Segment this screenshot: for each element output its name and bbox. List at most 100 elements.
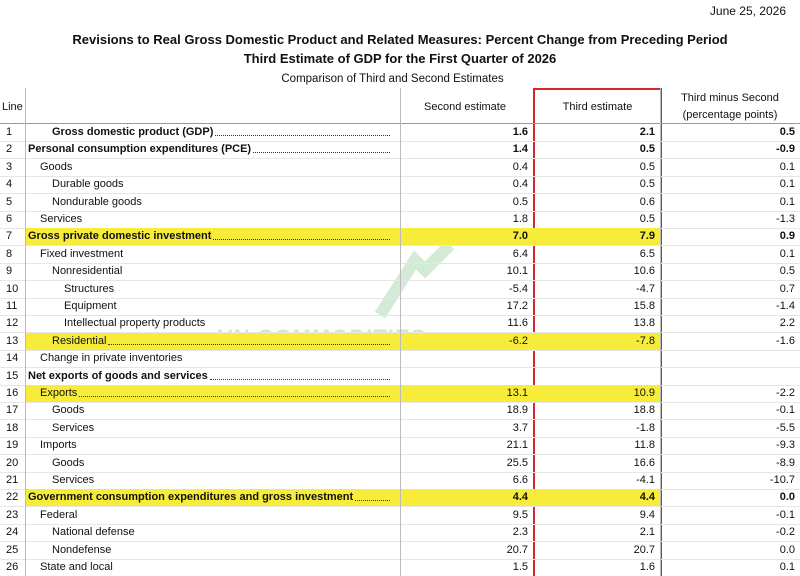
- row-label-text: Services: [52, 421, 95, 434]
- row-label: Services: [40, 211, 396, 228]
- difference: -5.5: [776, 421, 795, 434]
- line-number: 11: [6, 300, 18, 312]
- line-number: 20: [6, 456, 19, 469]
- row-label: Equipment: [64, 298, 396, 315]
- difference: 0.1: [779, 247, 795, 260]
- second-estimate: 1.8: [512, 213, 528, 225]
- row-label-text: Goods: [52, 456, 85, 469]
- watermark-logo: [374, 240, 455, 319]
- line-number: 6: [6, 213, 13, 225]
- difference: 0.1: [779, 160, 795, 173]
- leader-dots: [253, 141, 390, 154]
- second-estimate: 7.0: [512, 230, 528, 243]
- row-label-text: Net exports of goods and services: [28, 369, 208, 382]
- line-number: 13: [6, 334, 19, 347]
- second-estimate: 9.5: [512, 508, 528, 521]
- row-label-text: Change in private inventories: [40, 352, 183, 365]
- row-label: Intellectual property products: [64, 315, 396, 332]
- leader-dots: [79, 385, 390, 397]
- row-label: State and local: [40, 559, 396, 576]
- third-estimate: 0.5: [639, 160, 655, 173]
- third-estimate: 13.8: [633, 317, 655, 330]
- row-highlight: [25, 228, 660, 246]
- third-estimate: 20.7: [633, 543, 655, 556]
- second-estimate: 11.6: [507, 317, 528, 330]
- second-estimate: 17.2: [506, 300, 528, 312]
- third-estimate: 18.8: [633, 404, 655, 417]
- difference: -8.9: [776, 456, 795, 469]
- third-estimate: 0.5: [639, 213, 655, 225]
- column-rule: [660, 88, 661, 576]
- row-label: Services: [52, 472, 396, 489]
- line-number: 3: [6, 160, 13, 173]
- row-label-text: State and local: [40, 561, 113, 573]
- row-label-text: Nondefense: [52, 543, 112, 556]
- third-estimate-frame: [533, 88, 662, 576]
- difference: -10.7: [769, 474, 795, 486]
- column-header: (percentage points): [682, 109, 778, 121]
- column-rule: [400, 88, 401, 576]
- row-label: Residential: [52, 333, 396, 350]
- line-number: 14: [6, 352, 19, 365]
- date: June 25, 2026: [709, 4, 786, 18]
- second-estimate: 25.5: [506, 456, 528, 469]
- difference: -9.3: [776, 439, 795, 452]
- line-number: 1: [6, 126, 13, 138]
- row-label-text: Fixed investment: [40, 247, 124, 260]
- third-estimate: 15.8: [633, 300, 655, 312]
- row-label-text: Nondurable goods: [52, 195, 142, 208]
- column-rule: [25, 88, 26, 576]
- difference: 0.1: [779, 178, 795, 191]
- third-estimate: -4.1: [636, 474, 655, 486]
- second-estimate: 4.4: [512, 491, 528, 504]
- second-estimate: 1.5: [512, 561, 528, 573]
- second-estimate: 3.7: [512, 421, 528, 434]
- third-estimate: 0.6: [639, 195, 655, 208]
- third-estimate: -7.8: [636, 334, 655, 347]
- leader-dots: [215, 124, 390, 136]
- line-number: 12: [6, 317, 19, 330]
- difference: 0.5: [779, 126, 795, 138]
- line-number: 26: [6, 561, 19, 573]
- second-estimate: -6.2: [509, 334, 528, 347]
- row-label: Nondurable goods: [52, 194, 396, 211]
- row-highlight: [25, 489, 660, 507]
- row-label-text: Personal consumption expenditures (PCE): [28, 143, 252, 156]
- line-number: 18: [6, 421, 19, 434]
- third-estimate: 0.5: [639, 143, 655, 156]
- line-number: 5: [6, 195, 13, 208]
- row-label: Exports: [40, 385, 396, 402]
- third-estimate: 6.5: [639, 247, 655, 260]
- row-label: Change in private inventories: [40, 350, 396, 367]
- line-number: 17: [6, 404, 19, 417]
- third-estimate: 10.6: [633, 265, 655, 278]
- second-estimate: 6.4: [512, 247, 528, 260]
- title: Third Estimate of GDP for the First Quar…: [243, 51, 557, 66]
- row-label-text: Services: [40, 213, 83, 225]
- difference: -0.1: [776, 508, 795, 521]
- second-estimate: 10.1: [506, 265, 528, 278]
- line-number: 16: [6, 387, 19, 399]
- row-label-text: Equipment: [64, 300, 117, 312]
- row-label-text: Nonresidential: [52, 265, 123, 278]
- line-number: 7: [6, 230, 13, 243]
- row-label-text: Residential: [52, 334, 107, 347]
- difference: -0.9: [776, 143, 795, 156]
- second-estimate: 0.5: [512, 195, 528, 208]
- difference: 0.0: [779, 543, 795, 556]
- row-label-text: Structures: [64, 282, 115, 295]
- row-label: Government consumption expenditures and …: [28, 489, 396, 506]
- second-estimate: 0.4: [512, 160, 528, 173]
- third-estimate: 9.4: [639, 508, 655, 521]
- difference: -0.2: [776, 526, 795, 539]
- difference: 0.1: [779, 195, 795, 208]
- second-estimate: 18.9: [506, 404, 528, 417]
- row-label-text: Goods: [40, 160, 73, 173]
- row-label: Goods: [52, 455, 396, 472]
- leader-dots: [209, 368, 390, 380]
- third-estimate: -4.7: [636, 282, 655, 295]
- row-highlight: [25, 332, 660, 350]
- row-label: Goods: [52, 402, 396, 419]
- row-label-text: Goods: [52, 404, 85, 417]
